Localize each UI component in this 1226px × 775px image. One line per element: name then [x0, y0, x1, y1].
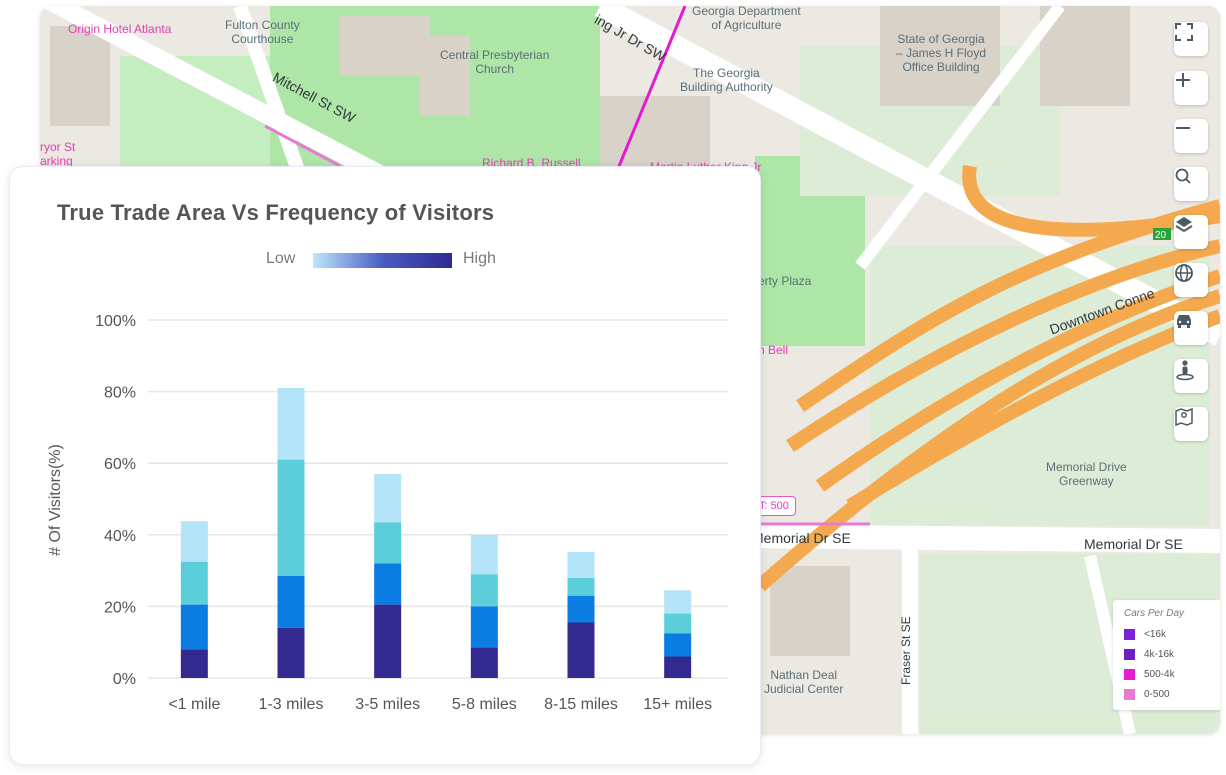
- place-label: Fulton County Courthouse: [225, 18, 300, 46]
- map-style-button[interactable]: [1174, 407, 1208, 441]
- street-label: Memorial Dr SE: [752, 530, 851, 546]
- x-tick-label: 1-3 miles: [259, 696, 324, 713]
- bar-segment[interactable]: [664, 633, 692, 657]
- bar-segment[interactable]: [277, 388, 305, 460]
- legend-swatch: [1124, 688, 1135, 700]
- place-label: ryor St arking: [40, 140, 76, 168]
- bar-segment[interactable]: [567, 595, 595, 623]
- plus-icon: [1176, 73, 1190, 87]
- place-label: Georgia Department of Agriculture: [692, 6, 801, 32]
- y-tick-label: 60%: [104, 456, 136, 473]
- place-label: State of Georgia – James H Floyd Office …: [896, 32, 987, 74]
- place-label: erty Plaza: [758, 274, 812, 288]
- bar-segment[interactable]: [277, 627, 305, 678]
- bar-segment[interactable]: [180, 649, 208, 678]
- map-view[interactable]: 20 Origin Hotel Atlanta Fulton County Co…: [40, 6, 1220, 734]
- x-tick-label: 5-8 miles: [452, 696, 517, 713]
- frequency-gradient-legend: [313, 253, 452, 268]
- map-icon: [1175, 407, 1193, 427]
- place-label: Nathan Deal Judicial Center: [764, 668, 844, 696]
- map-canvas[interactable]: 20: [40, 6, 1220, 734]
- place-label: Memorial Drive Greenway: [1046, 460, 1127, 488]
- globe-button[interactable]: [1174, 263, 1208, 297]
- search-button[interactable]: [1174, 167, 1208, 201]
- x-tick-label: 15+ miles: [643, 696, 712, 713]
- globe-icon: [1175, 264, 1193, 282]
- y-tick-label: 40%: [104, 528, 136, 545]
- legend-label: 4k-16k: [1144, 648, 1175, 660]
- place-label: Origin Hotel Atlanta: [68, 22, 172, 36]
- legend-label: <16k: [1144, 628, 1166, 640]
- fullscreen-button[interactable]: [1174, 22, 1208, 56]
- fullscreen-icon: [1175, 23, 1193, 41]
- bar-segment[interactable]: [470, 647, 498, 678]
- zoom-in-button[interactable]: [1174, 71, 1208, 105]
- legend-high-label: High: [463, 250, 496, 267]
- bar-segment[interactable]: [470, 574, 498, 607]
- x-tick-label: 3-5 miles: [355, 696, 420, 713]
- legend-swatch: [1124, 628, 1135, 640]
- y-tick-label: 0%: [113, 671, 136, 688]
- legend-title: Cars Per Day: [1124, 608, 1185, 619]
- legend-item: 0-500: [1124, 684, 1214, 704]
- bar-segment[interactable]: [374, 473, 402, 523]
- bar-segment[interactable]: [470, 606, 498, 648]
- legend-low-label: Low: [266, 250, 296, 267]
- bar-segment[interactable]: [664, 656, 692, 678]
- legend-swatch: [1124, 648, 1135, 660]
- minus-icon: [1176, 127, 1190, 129]
- bar-segment[interactable]: [567, 577, 595, 596]
- car-icon: [1177, 315, 1191, 328]
- bar-segment[interactable]: [277, 459, 305, 576]
- bar-chart: 0% 20% 40% 60% 80% 100% # Of Visitors(%) <1 mil…: [47, 313, 728, 713]
- street-view-button[interactable]: [1174, 359, 1208, 393]
- bar-segment[interactable]: [374, 563, 402, 605]
- bar-segment[interactable]: [180, 521, 208, 562]
- street-label: Memorial Dr SE: [1084, 536, 1183, 552]
- legend-label: 0-500: [1144, 688, 1170, 700]
- street-label: Fraser St SE: [899, 616, 913, 685]
- legend-item: 500-4k: [1124, 664, 1214, 684]
- y-tick-label: 100%: [95, 313, 136, 330]
- bar-segment[interactable]: [374, 522, 402, 564]
- bar-segment[interactable]: [470, 534, 498, 575]
- bar-segment[interactable]: [374, 604, 402, 678]
- bar-segment[interactable]: [180, 604, 208, 650]
- place-label: n Bell: [758, 343, 789, 357]
- legend-item: 4k-16k: [1124, 644, 1214, 664]
- y-tick-label: 80%: [104, 385, 136, 402]
- place-label: The Georgia Building Authority: [680, 66, 773, 94]
- bar-segment[interactable]: [567, 551, 595, 578]
- traffic-button[interactable]: [1174, 311, 1208, 345]
- layers-icon: [1175, 217, 1193, 233]
- street-view-icon: [1176, 360, 1194, 381]
- x-tick-label: 8-15 miles: [544, 696, 618, 713]
- search-icon: [1175, 168, 1191, 184]
- chart-title: True Trade Area Vs Frequency of Visitors: [57, 200, 495, 225]
- place-label: Central Presbyterian Church: [440, 48, 550, 76]
- zoom-out-button[interactable]: [1174, 119, 1208, 153]
- bar-segment[interactable]: [180, 561, 208, 605]
- x-tick-label: <1 mile: [168, 696, 220, 713]
- bar-segment[interactable]: [664, 590, 692, 614]
- traffic-legend: Cars Per Day <16k 4k-16k 500-4k 0-500: [1113, 600, 1220, 710]
- legend-label: 500-4k: [1144, 668, 1175, 680]
- y-axis-label: # Of Visitors(%): [47, 444, 64, 556]
- legend-swatch: [1124, 668, 1135, 680]
- bar-segment[interactable]: [277, 575, 305, 628]
- road-badge: 20: [1155, 230, 1167, 241]
- bar-segment[interactable]: [664, 613, 692, 634]
- y-tick-label: 20%: [104, 599, 136, 616]
- chart-card: True Trade Area Vs Frequency of Visitors…: [9, 166, 761, 765]
- layers-button[interactable]: [1174, 215, 1208, 249]
- legend-item: <16k: [1124, 624, 1214, 644]
- bar-segment[interactable]: [567, 622, 595, 678]
